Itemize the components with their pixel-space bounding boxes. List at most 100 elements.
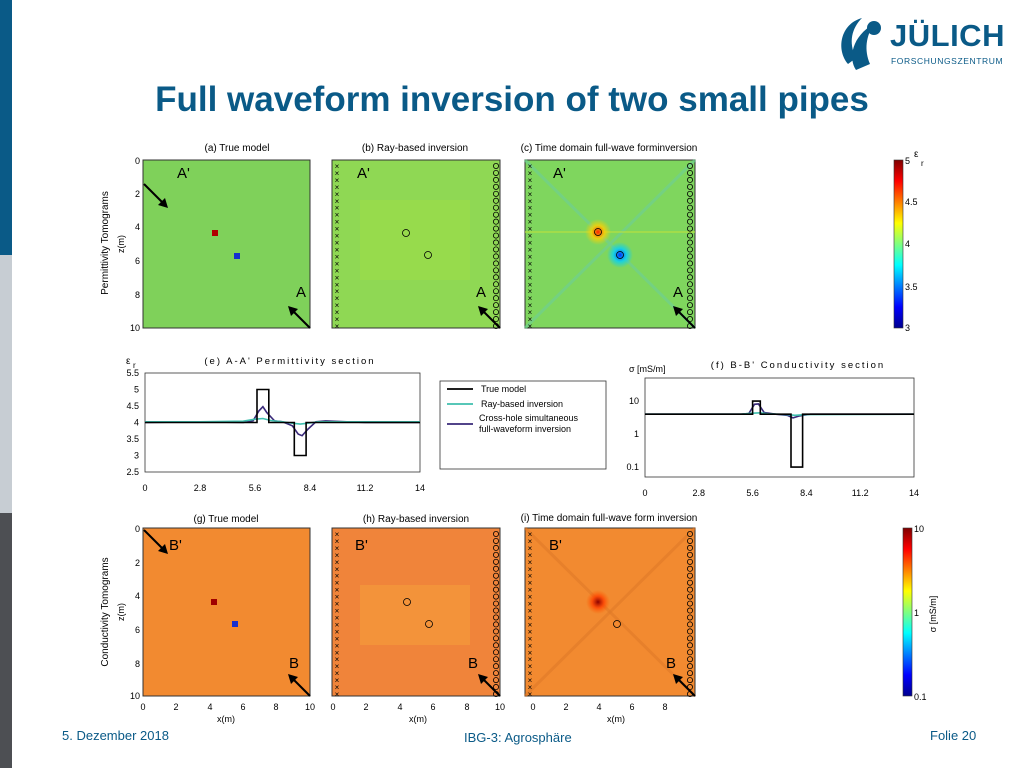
transmitter-marker: × [528,641,533,650]
receiver-marker [492,176,499,183]
artifact-diag [523,158,697,330]
receiver-marker [492,232,499,239]
receiver-marker [687,649,694,656]
transmitters-i: ×××××××××××××××××××××××× [528,530,533,699]
z-axis-label-row3: z(m) [116,603,126,621]
transmitter-marker: × [528,558,533,567]
transmitter-marker: × [528,322,533,331]
footer-date: 5. Dezember 2018 [62,728,169,743]
arrow-a [289,307,311,329]
transmitter-marker: × [528,183,533,192]
marker-a-prime: A' [553,165,566,182]
marker-b-prime: B' [355,537,368,554]
texture-b [360,200,470,280]
marker-b: B [666,655,676,672]
z-tick: 10 [130,323,140,333]
x-tick: 0 [330,702,335,712]
arrowhead-b [673,674,683,684]
transmitter-marker: × [335,308,340,317]
marker-b: B [468,655,478,672]
transmitter-marker: × [528,308,533,317]
artifact-diag [523,526,697,698]
transmitter-marker: × [335,197,340,206]
z-tick: 8 [135,659,140,669]
receiver-marker [687,260,694,267]
receiver-marker [687,295,694,302]
receiver-marker [492,309,499,316]
marker-b-prime: B' [169,537,182,554]
z-tick: 6 [135,256,140,266]
colorbar-tick: 1 [914,608,919,618]
receiver-marker [492,670,499,677]
hotspot-low [607,242,633,268]
transmitter-marker: × [335,294,340,303]
pipe-outline [594,228,602,236]
colorbar-tick: 4 [905,239,910,249]
series-line-2 [144,405,420,437]
series-line-0 [645,400,914,468]
panel-title-g: (g) True model [193,514,258,525]
receivers-b [492,162,499,329]
receiver-marker [687,593,694,600]
arrowhead-b [288,674,298,684]
panel-title-h: (h) Ray-based inversion [363,514,469,525]
colorbar-cond-label: σ [mS/m] [928,596,938,633]
receiver-marker [687,614,694,621]
transmitter-marker: × [335,676,340,685]
receiver-marker [492,684,499,691]
transmitter-marker: × [528,301,533,310]
colorbar-tick: 3 [905,323,910,333]
transmitter-marker: × [335,648,340,657]
pipe-outline [616,251,624,259]
receiver-marker [687,288,694,295]
pipe-outline [403,598,411,606]
receiver-marker [492,691,499,698]
transmitter-marker: × [528,232,533,241]
chart-e-title: (e) A-A' Permittivity section [204,356,375,367]
tomogram-c [524,159,696,329]
colorbar-perm-sub: r [921,159,924,168]
colorbar-perm-gradient [893,159,904,329]
x-tick-label: 5.6 [746,488,759,498]
receiver-marker [492,579,499,586]
x-tick-label: 2.8 [194,483,207,493]
colorbar-tick: 4.5 [905,197,918,207]
transmitter-marker: × [528,662,533,671]
receiver-marker [492,635,499,642]
artifact-diag [523,526,697,698]
series-line-0 [145,388,420,457]
transmitter-marker: × [335,239,340,248]
transmitter-marker: × [335,252,340,261]
transmitter-marker: × [528,586,533,595]
arrowhead-a-prime [158,198,168,208]
marker-a: A [673,284,683,301]
marker-a: A [296,284,306,301]
transmitter-marker: × [528,252,533,261]
transmitter-marker: × [335,218,340,227]
y-tick-label: 1 [634,429,639,439]
pipe-high-conductivity [211,599,217,605]
x-tick: 2 [173,702,178,712]
logo-name: JÜLICH [890,18,1005,53]
receiver-marker [687,551,694,558]
transmitter-marker: × [335,211,340,220]
transmitter-marker: × [528,239,533,248]
receiver-marker [492,322,499,329]
x-tick: 6 [629,702,634,712]
transmitter-marker: × [335,183,340,192]
panel-g: (g) True model B' B z(m) 0 2 4 6 8 10 0 … [116,514,315,724]
receiver-marker [492,656,499,663]
y-tick-label: 5.5 [126,368,139,378]
receiver-marker [687,232,694,239]
transmitter-marker: × [528,648,533,657]
receiver-marker [687,565,694,572]
receiver-marker [687,600,694,607]
colorbar-tick: 3.5 [905,282,918,292]
transmitter-marker: × [335,641,340,650]
receiver-marker [492,614,499,621]
receiver-marker [687,190,694,197]
receiver-marker [492,281,499,288]
transmitter-marker: × [528,211,533,220]
hotspot-conductive [586,590,610,614]
transmitter-marker: × [335,162,340,171]
